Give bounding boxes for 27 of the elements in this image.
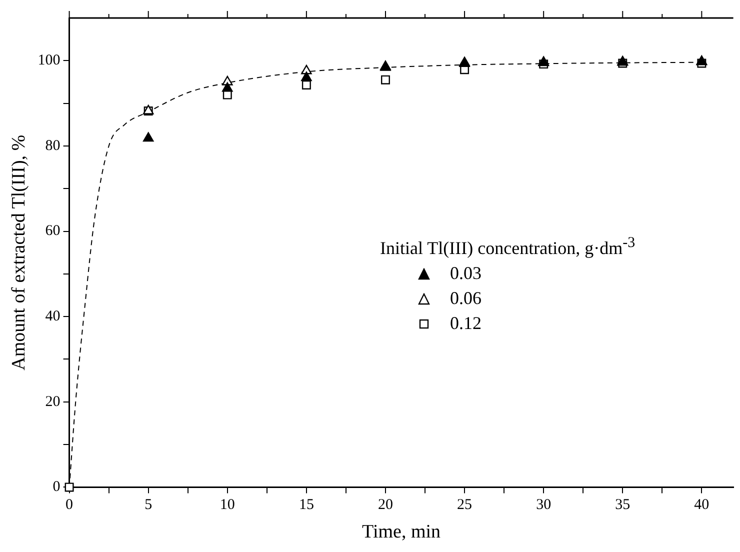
x-tick-label: 5 (144, 497, 152, 514)
y-axis-title: Amount of extracted Tl(III), % (8, 134, 30, 370)
y-tick-label: 80 (45, 138, 60, 154)
point (222, 82, 233, 92)
x-tick-label: 10 (220, 497, 235, 514)
x-tick-label: 0 (66, 497, 74, 514)
point (302, 80, 311, 90)
x-tick-label: 30 (536, 497, 552, 514)
x-tick-label: 15 (298, 497, 314, 514)
y-tick-label: 60 (45, 223, 60, 240)
y-tick-label: 0 (52, 479, 60, 496)
x-tick-label: 35 (615, 497, 630, 514)
x-tick-label: 40 (694, 497, 710, 514)
legend-label: 0.06 (450, 288, 482, 309)
point (142, 132, 154, 142)
y-tick-label: 20 (45, 394, 60, 410)
point (301, 72, 312, 82)
x-tick-label: 25 (457, 497, 472, 514)
legend-title: Initial Tl(III) concentration, g·dm$^{-3}$ (380, 235, 636, 259)
legend-label: 0.03 (450, 263, 482, 284)
y-tick-label: 40 (45, 308, 60, 325)
x-tick-label: 20 (378, 497, 393, 514)
point (381, 75, 390, 84)
x-axis-title: Time, min (362, 522, 442, 543)
point (301, 64, 312, 74)
y-tick-label: 100 (38, 52, 60, 69)
legend-label: 0.12 (450, 313, 482, 334)
